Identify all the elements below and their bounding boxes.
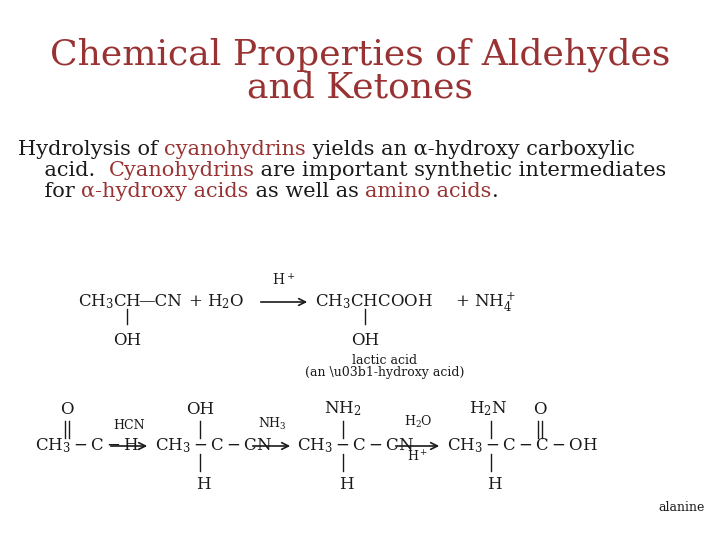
Text: OH: OH [113,332,141,349]
Text: yields an α-hydroxy carboxylic: yields an α-hydroxy carboxylic [306,140,635,159]
Text: $\mathregular{NH_2}$: $\mathregular{NH_2}$ [324,399,361,418]
Text: OH: OH [351,332,379,349]
Text: Hydrolysis of: Hydrolysis of [18,140,164,159]
Text: H: H [487,476,502,493]
Text: H: H [339,476,354,493]
Text: lactic acid: lactic acid [352,354,418,367]
Text: acid.: acid. [18,161,109,180]
Text: alanine: alanine [659,501,705,514]
Text: α-hydroxy acids: α-hydroxy acids [81,182,248,201]
Text: as well as: as well as [248,182,365,201]
Text: for: for [18,182,81,201]
Text: $\mathregular{NH_3}$: $\mathregular{NH_3}$ [258,416,287,432]
Text: $\mathregular{H_2N}$: $\mathregular{H_2N}$ [469,399,507,418]
Text: H: H [196,476,211,493]
Text: Chemical Properties of Aldehydes: Chemical Properties of Aldehydes [50,38,670,72]
Text: OH: OH [186,401,214,418]
Text: Cyanohydrins: Cyanohydrins [109,161,254,180]
Text: $\mathregular{CH_3-C-CN}$: $\mathregular{CH_3-C-CN}$ [155,437,272,455]
Text: —CN: —CN [138,294,182,310]
Text: cyanohydrins: cyanohydrins [164,140,306,159]
Text: and Ketones: and Ketones [247,70,473,104]
Text: $\mathregular{H^+}$: $\mathregular{H^+}$ [272,272,296,288]
Text: are important synthetic intermediates: are important synthetic intermediates [254,161,667,180]
Text: $\mathregular{CH_3-C-CN}$: $\mathregular{CH_3-C-CN}$ [297,437,415,455]
Text: O: O [534,401,546,418]
Text: $\mathregular{CH_3CHCOOH}$: $\mathregular{CH_3CHCOOH}$ [315,293,433,312]
Text: .: . [492,182,498,201]
Text: $\mathregular{CH_3CH}$: $\mathregular{CH_3CH}$ [78,293,142,312]
Text: (an \u03b1-hydroxy acid): (an \u03b1-hydroxy acid) [305,366,464,379]
Text: $\mathregular{+\ H_2O}$: $\mathregular{+\ H_2O}$ [188,293,245,312]
Text: $\mathregular{CH_3-C-C-OH}$: $\mathregular{CH_3-C-C-OH}$ [447,437,598,455]
Text: amino acids: amino acids [365,182,492,201]
Text: $\mathregular{H_2O}$: $\mathregular{H_2O}$ [404,414,432,430]
Text: HCN: HCN [113,419,145,432]
Text: O: O [60,401,73,418]
Text: $\mathregular{CH_3-C-H}$: $\mathregular{CH_3-C-H}$ [35,437,140,455]
Text: $\mathregular{+\ NH_4^+}$: $\mathregular{+\ NH_4^+}$ [455,291,516,314]
Text: $\mathregular{H^+}$: $\mathregular{H^+}$ [408,449,428,464]
